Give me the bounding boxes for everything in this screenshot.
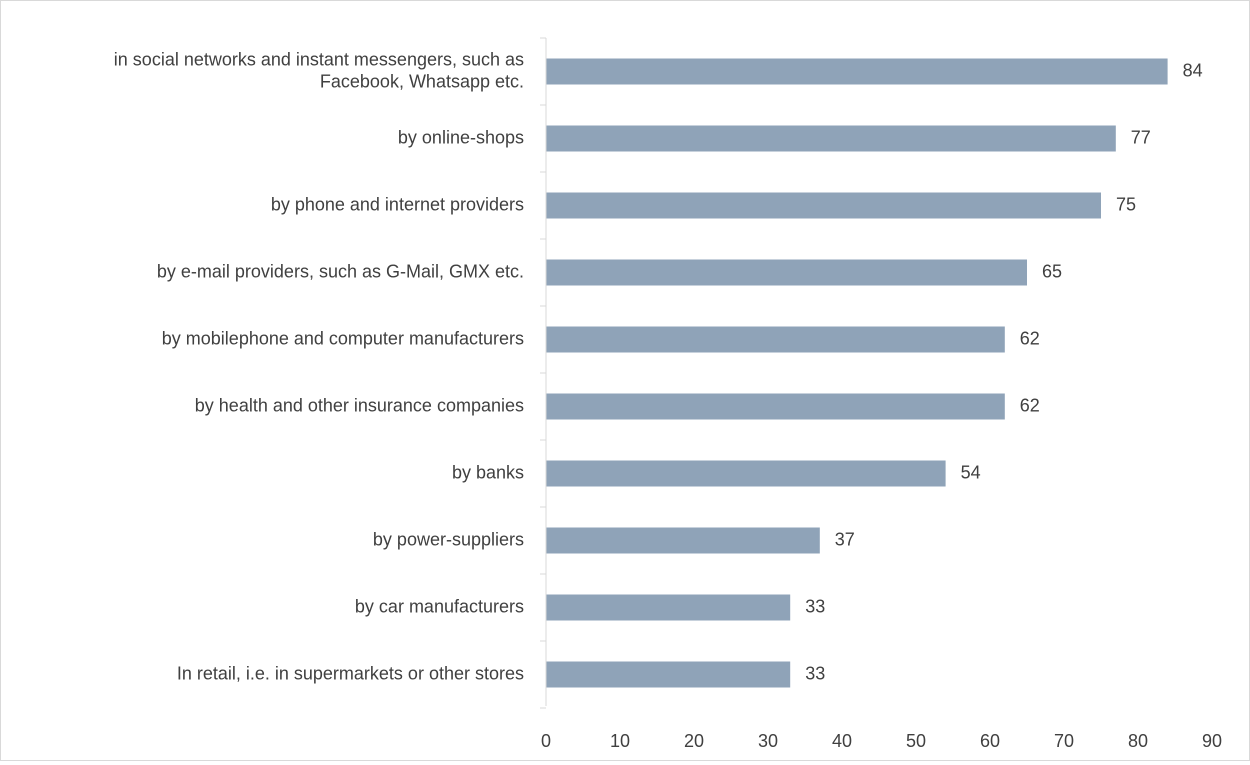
data-label-0: 84 bbox=[1183, 60, 1203, 80]
data-label-1: 77 bbox=[1131, 127, 1151, 147]
category-label-0-line-0: in social networks and instant messenger… bbox=[114, 49, 524, 69]
x-tick-label-20: 20 bbox=[684, 731, 704, 751]
data-label-4: 62 bbox=[1020, 328, 1040, 348]
bars-group bbox=[546, 58, 1168, 688]
x-tick-label-50: 50 bbox=[906, 731, 926, 751]
bar-0 bbox=[546, 58, 1168, 85]
x-tick-label-90: 90 bbox=[1202, 731, 1222, 751]
bar-1 bbox=[546, 125, 1116, 152]
bar-6 bbox=[546, 460, 946, 487]
data-label-2: 75 bbox=[1116, 194, 1136, 214]
axes-group bbox=[540, 37, 547, 709]
bar-5 bbox=[546, 393, 1005, 420]
category-label-6: by banks bbox=[452, 462, 524, 482]
data-label-7: 37 bbox=[835, 529, 855, 549]
category-label-1: by online-shops bbox=[398, 127, 524, 147]
category-label-2: by phone and internet providers bbox=[271, 194, 524, 214]
x-tick-label-10: 10 bbox=[610, 731, 630, 751]
data-label-6: 54 bbox=[961, 462, 981, 482]
category-label-3: by e-mail providers, such as G-Mail, GMX… bbox=[157, 261, 524, 281]
category-label-8: by car manufacturers bbox=[355, 596, 524, 616]
data-label-9: 33 bbox=[805, 663, 825, 683]
bar-7 bbox=[546, 527, 820, 554]
x-tick-label-30: 30 bbox=[758, 731, 778, 751]
bar-4 bbox=[546, 326, 1005, 353]
labels-group: in social networks and instant messenger… bbox=[114, 49, 1222, 751]
bar-3 bbox=[546, 259, 1027, 286]
bar-8 bbox=[546, 594, 791, 621]
data-label-8: 33 bbox=[805, 596, 825, 616]
category-label-7: by power-suppliers bbox=[373, 529, 524, 549]
bar-2 bbox=[546, 192, 1101, 219]
x-tick-label-60: 60 bbox=[980, 731, 1000, 751]
bar-9 bbox=[546, 661, 791, 688]
x-tick-label-40: 40 bbox=[832, 731, 852, 751]
x-tick-label-0: 0 bbox=[541, 731, 551, 751]
category-label-5: by health and other insurance companies bbox=[195, 395, 524, 415]
data-label-3: 65 bbox=[1042, 261, 1062, 281]
category-label-4: by mobilephone and computer manufacturer… bbox=[162, 328, 524, 348]
category-label-0-line-1: Facebook, Whatsapp etc. bbox=[320, 71, 524, 91]
data-label-5: 62 bbox=[1020, 395, 1040, 415]
x-tick-label-70: 70 bbox=[1054, 731, 1074, 751]
x-tick-label-80: 80 bbox=[1128, 731, 1148, 751]
category-label-9: In retail, i.e. in supermarkets or other… bbox=[177, 663, 524, 683]
